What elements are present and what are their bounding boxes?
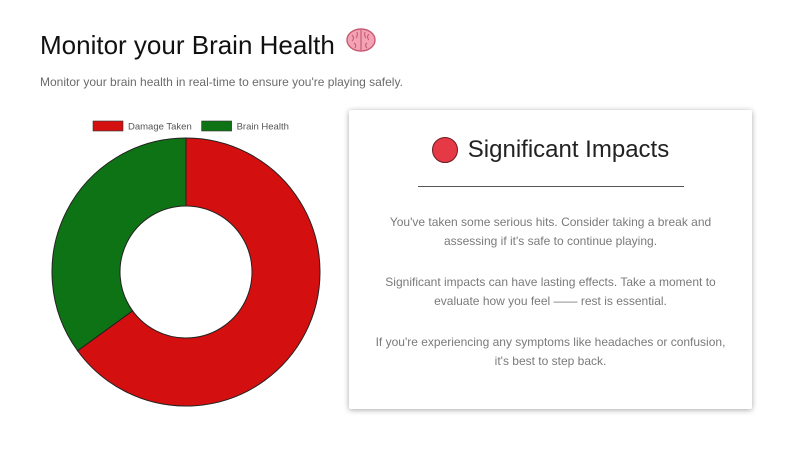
status-heading-text: Significant Impacts: [467, 136, 670, 163]
legend-swatch-1[interactable]: [201, 120, 232, 132]
status-paragraph-1: You've taken some serious hits. Consider…: [389, 215, 712, 248]
page-title: Monitor your Brain Health: [40, 26, 403, 63]
doughnut-slice-brain-health[interactable]: [51, 137, 187, 352]
brain-icon: [345, 26, 377, 63]
page-subtitle: Monitor your brain health in real-time t…: [40, 75, 403, 89]
brain-health-chart: Damage Taken Brain Health: [40, 112, 340, 422]
page-header: Monitor your Brain Health Monitor your b…: [40, 26, 403, 89]
legend-label-1[interactable]: Brain Health: [237, 122, 289, 133]
page-title-text: Monitor your Brain Health: [40, 29, 335, 60]
legend-swatch-0[interactable]: [92, 120, 124, 132]
status-paragraph-2: Significant impacts can have lasting eff…: [385, 275, 716, 308]
doughnut-chart-svg: Damage Taken Brain Health: [51, 120, 321, 407]
legend-label-0[interactable]: Damage Taken: [128, 122, 192, 133]
doughnut-slice-damage-taken[interactable]: [76, 137, 321, 407]
status-paragraph-3: If you're experiencing any symptoms like…: [375, 335, 726, 368]
status-card: Significant Impacts You've taken some se…: [349, 110, 752, 409]
divider: [417, 186, 684, 187]
status-indicator-icon: [431, 137, 458, 163]
status-heading: Significant Impacts: [349, 136, 752, 164]
